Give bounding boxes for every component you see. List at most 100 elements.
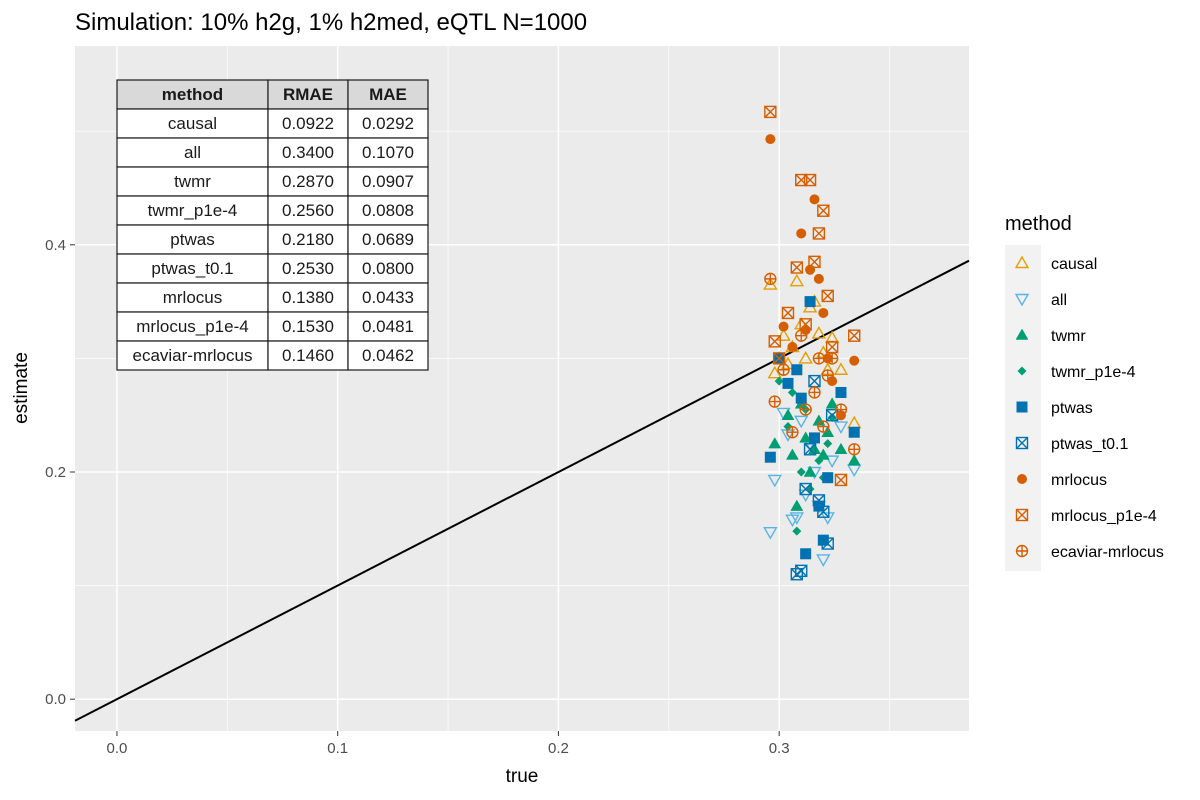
table-cell (116, 108, 269, 139)
marker-square (817, 505, 830, 518)
legend-key (1017, 474, 1027, 484)
data-point (765, 134, 776, 145)
y-axis-ticks: 0.0 0.2 0.4 (45, 237, 75, 708)
data-point (817, 505, 830, 518)
data-point (825, 397, 839, 409)
table-cell (267, 340, 349, 371)
marker-plus (764, 273, 776, 285)
data-point (789, 512, 805, 525)
data-point (795, 329, 808, 342)
data-point (799, 431, 813, 443)
marker-cross (781, 306, 794, 319)
table-cell (347, 253, 429, 284)
x-axis-ticks: 0.0 0.1 0.2 0.3 (107, 731, 790, 757)
legend-key (1014, 255, 1030, 269)
table-cell-text: 0.0808 (362, 201, 414, 220)
data-point (785, 448, 799, 460)
x-tick-label: 0.2 (548, 740, 569, 757)
data-point (774, 376, 784, 386)
marker-cross (773, 352, 786, 365)
legend-key (1015, 544, 1029, 558)
marker-square (799, 318, 812, 331)
data-point (817, 204, 830, 217)
marker-square (790, 261, 804, 274)
legend-key (1016, 401, 1028, 413)
data-point (796, 228, 807, 239)
marker-cross (812, 494, 825, 507)
x-axis-title: true (506, 766, 539, 787)
marker-cross (817, 204, 830, 217)
table-header-cell (267, 79, 349, 110)
marker-cross (812, 227, 825, 240)
marker-cross (808, 375, 821, 388)
marker-plus (769, 396, 781, 408)
table-cell (267, 195, 349, 226)
data-point (794, 415, 809, 429)
marker-plus (808, 386, 820, 398)
marker-square (768, 335, 781, 348)
data-point (795, 392, 807, 404)
marker-cross (764, 105, 777, 118)
marker-square (821, 289, 834, 303)
legend-label: mrlocus (1051, 472, 1107, 489)
data-point (833, 362, 849, 375)
data-point (790, 261, 804, 274)
table-cell (116, 282, 269, 313)
data-point (768, 395, 781, 408)
marker-square (808, 255, 821, 269)
data-point (791, 364, 803, 376)
data-point (799, 318, 812, 331)
data-point (768, 437, 782, 449)
data-point (812, 227, 826, 240)
y-axis-title: estimate (11, 352, 32, 424)
data-point (767, 474, 782, 488)
data-point (813, 273, 824, 284)
marker-plus (800, 404, 812, 416)
marker-plus (826, 352, 838, 364)
marker-plus (795, 330, 807, 342)
marker-cross (768, 335, 781, 348)
y-tick-label: 0.2 (45, 464, 66, 481)
table-header-text: MAE (369, 85, 407, 104)
x-tick-label: 0.1 (327, 740, 348, 757)
data-point (799, 403, 812, 416)
table-header-cell (347, 79, 429, 110)
table-cell-text: 0.0800 (362, 259, 414, 278)
marker-cross (1016, 509, 1028, 521)
data-point (763, 527, 778, 540)
data-point (789, 273, 805, 287)
marker-plus (778, 364, 790, 376)
table-cell-text: 0.0462 (362, 346, 414, 365)
stats-table: method RMAE MAE causal 0.0922 0.0292 all 0.3400… (116, 79, 429, 371)
data-point (786, 426, 799, 439)
legend-key (1015, 328, 1029, 340)
table-cell (267, 253, 349, 284)
table-cell-text: 0.1530 (282, 317, 334, 336)
data-point (764, 451, 776, 463)
data-point (798, 350, 813, 364)
table-cell (347, 340, 429, 371)
data-point (821, 369, 834, 382)
data-point (808, 255, 821, 269)
data-point (823, 439, 833, 449)
marker-square (772, 352, 786, 365)
data-point (827, 412, 837, 422)
data-point (811, 325, 827, 339)
table-cell-text: twmr (174, 172, 211, 191)
marker-square (834, 473, 848, 487)
data-point (795, 564, 808, 578)
data-point (764, 105, 777, 119)
data-point (816, 554, 831, 567)
table-header-text: RMAE (283, 85, 333, 104)
table-cell (116, 340, 269, 371)
data-point (816, 448, 830, 460)
table-cell (267, 311, 349, 342)
legend-key (1015, 508, 1029, 522)
data-point (817, 534, 829, 546)
data-points (763, 105, 862, 581)
legend-label: causal (1051, 256, 1097, 273)
marker-cross (795, 564, 808, 577)
table-cell-text: 0.0292 (362, 114, 414, 133)
table-cell (347, 108, 429, 139)
data-point (790, 499, 804, 511)
